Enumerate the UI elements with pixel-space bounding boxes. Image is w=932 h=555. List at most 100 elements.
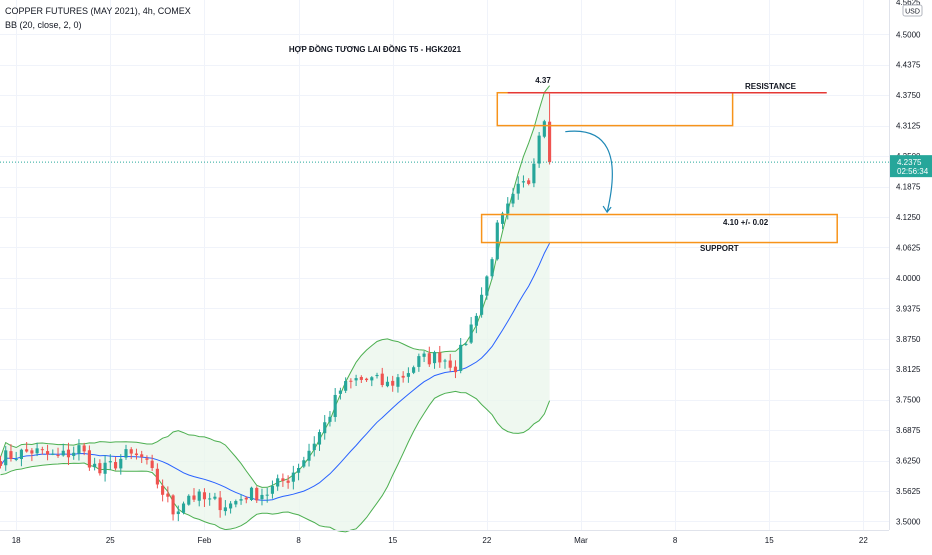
candle (291, 465, 295, 490)
resistance-zone (496, 91, 734, 127)
candle (344, 377, 348, 394)
candle-body (323, 422, 327, 434)
candle (422, 351, 426, 363)
currency-badge-box (902, 4, 923, 17)
candle (459, 338, 463, 374)
candle (87, 445, 91, 471)
price-tick-label-partial: 4.5625 (896, 0, 921, 7)
candle (349, 378, 353, 389)
time-tick-label: 8 (296, 536, 301, 545)
candle-body (485, 276, 489, 296)
candle (375, 372, 379, 379)
candle-body (548, 121, 552, 163)
candle (213, 492, 217, 501)
bb-lower-band (0, 390, 551, 533)
candle (469, 317, 473, 344)
bb-upper-band (0, 85, 550, 488)
candle-body (213, 496, 217, 499)
candle (40, 446, 44, 455)
candle-body (432, 352, 437, 364)
price-tick-label: 4.0625 (896, 243, 921, 252)
bb-basis (0, 242, 551, 501)
chart-title-annotation: HỢP ĐỒNG TƯƠNG LAI ĐỒNG T5 - HGK2021 (289, 44, 462, 54)
candle (208, 492, 212, 506)
candle (51, 449, 55, 456)
candle-body (344, 381, 348, 391)
candle-body (490, 259, 494, 277)
time-tick-label: 15 (388, 536, 397, 545)
candle-body (459, 344, 463, 371)
indicator-legend[interactable]: BB (20, close, 2, 0) (5, 20, 82, 30)
candle (30, 448, 34, 462)
candle (370, 376, 374, 387)
candle (276, 474, 280, 491)
candle-body (66, 449, 71, 458)
candle (338, 387, 342, 400)
candle-body (119, 458, 123, 469)
resistance-label: RESISTANCE (745, 82, 797, 91)
candle (448, 353, 452, 372)
candle-body (422, 353, 426, 357)
candle-body (511, 193, 515, 204)
candle (150, 454, 154, 471)
candle-body (82, 445, 86, 452)
candle (35, 442, 39, 457)
candle (516, 176, 520, 200)
candle-body (98, 463, 102, 474)
candle (108, 454, 112, 470)
candle (197, 489, 201, 507)
candle (14, 451, 18, 462)
candle-body (93, 463, 97, 468)
candle-body (140, 454, 144, 457)
price-tick-label: 3.5625 (896, 487, 921, 496)
candle (354, 374, 358, 387)
candle (255, 486, 259, 503)
candle (521, 175, 526, 188)
time-tick-label: 8 (673, 536, 678, 545)
candle-body (176, 511, 180, 515)
candle (391, 375, 395, 392)
candle-body (443, 360, 447, 362)
candle (9, 444, 13, 462)
candle (511, 188, 515, 208)
price-tick-label: 3.5000 (896, 517, 921, 526)
candle-body (291, 472, 295, 482)
candle (140, 450, 144, 464)
candle (406, 367, 410, 383)
peak-label: 4.37 (535, 76, 551, 85)
candle-body (197, 491, 201, 501)
candle (453, 360, 458, 379)
price-tick-label: 4.4375 (896, 61, 921, 70)
candle-body (401, 375, 405, 378)
time-tick-label: 22 (482, 536, 491, 545)
candle-body (87, 450, 91, 468)
price-tick-label: 4.1875 (896, 183, 921, 192)
candle (124, 444, 128, 460)
candle-body (396, 377, 400, 387)
candle (380, 367, 384, 388)
candle (171, 494, 175, 521)
candle (537, 132, 541, 168)
candle (229, 501, 233, 514)
candle (474, 313, 478, 334)
candle-body (14, 458, 18, 460)
candle-body (297, 468, 301, 473)
candle (417, 353, 421, 372)
candle (432, 350, 437, 369)
candle (307, 443, 311, 467)
price-tick-label: 3.8125 (896, 365, 921, 374)
candle (443, 358, 447, 369)
time-tick-label: 18 (12, 536, 21, 545)
candle (323, 415, 327, 440)
candle-body (166, 493, 170, 497)
candle-body (202, 492, 207, 500)
candle-body (527, 180, 531, 184)
symbol-legend[interactable]: COPPER FUTURES (MAY 2021), 4h, COMEX (5, 6, 191, 16)
candle-body (244, 497, 248, 500)
candle-body (317, 432, 322, 445)
candle-body (532, 163, 536, 184)
candle-body (406, 373, 410, 377)
candle-body (0, 461, 3, 466)
